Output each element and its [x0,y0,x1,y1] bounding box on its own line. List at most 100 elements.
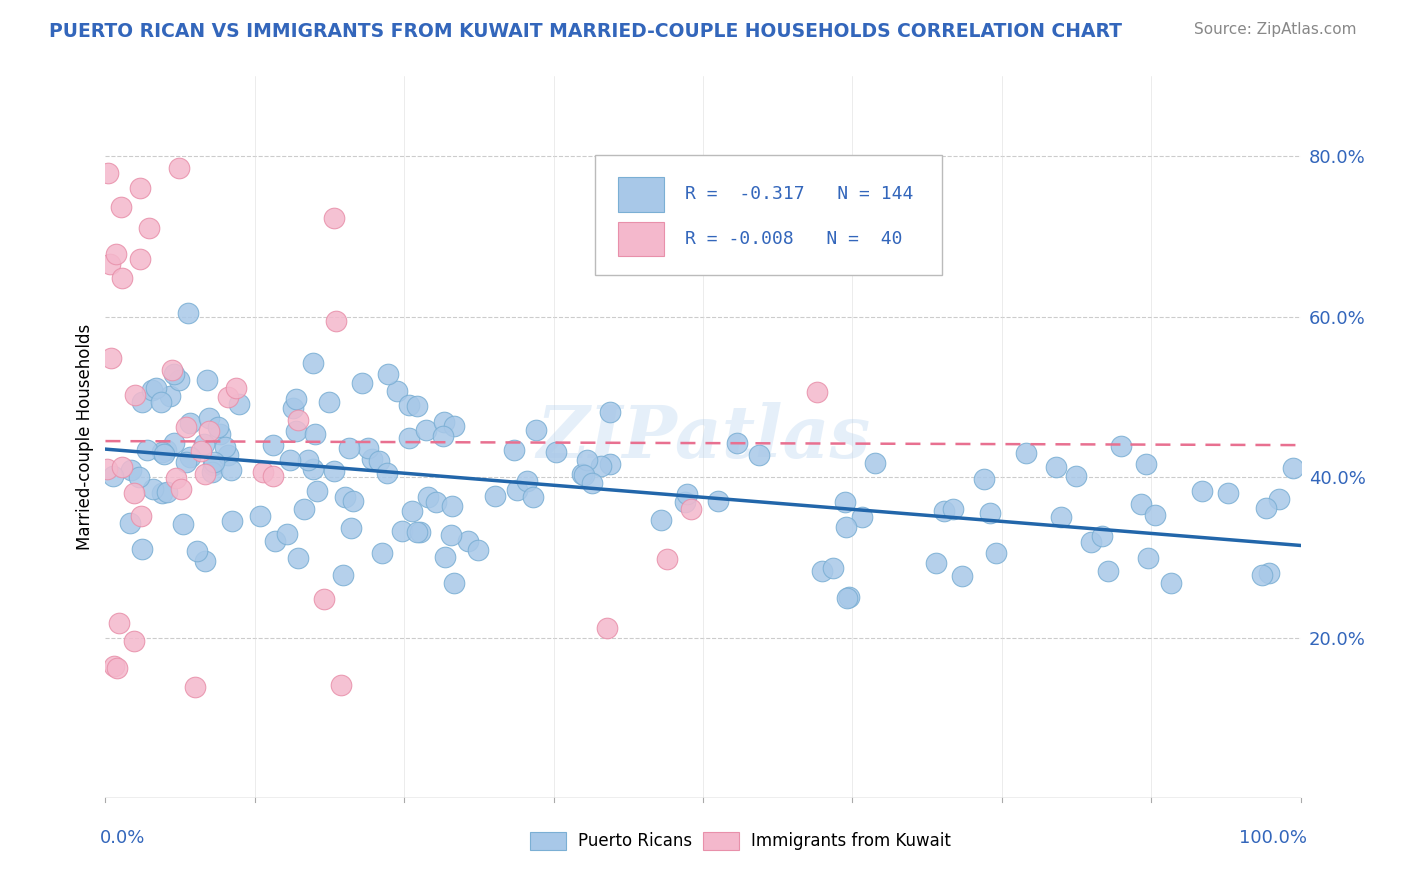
Point [1216,486,1239,500]
Point [440,499,463,513]
Point [571,467,593,482]
Point [225,381,247,395]
Point [377,367,399,381]
Point [679,501,702,516]
Point [283,401,305,416]
Point [122,634,145,648]
Point [228,397,250,411]
Point [131,395,153,409]
Point [131,541,153,556]
Point [391,524,413,539]
Bar [703,832,740,850]
Point [214,440,236,454]
Point [337,441,360,455]
Point [1080,534,1102,549]
Point [174,455,197,469]
Point [415,423,437,437]
Point [502,442,524,457]
Point [385,384,408,398]
Point [398,431,420,445]
Point [1144,508,1167,523]
Point [302,462,325,476]
Point [1049,510,1071,524]
Point [467,543,489,558]
Point [197,424,219,438]
Point [576,453,599,467]
Point [252,465,274,479]
Point [524,423,547,437]
Text: Immigrants from Kuwait: Immigrants from Kuwait [751,832,950,850]
Point [170,482,193,496]
Point [1137,551,1160,566]
Point [1015,446,1038,460]
Point [297,453,319,467]
Point [1257,566,1279,581]
Point [406,525,429,540]
Point [1191,483,1213,498]
Point [599,457,621,471]
Point [124,388,146,402]
Point [149,395,172,409]
Point [165,471,187,485]
Point [865,456,887,470]
Point [98,257,121,271]
Point [443,419,465,434]
Point [367,454,389,468]
Point [352,376,374,390]
Point [155,442,177,457]
Point [443,576,465,591]
Point [1160,576,1182,591]
Text: Puerto Ricans: Puerto Ricans [578,832,692,850]
Point [418,490,440,504]
Point [179,450,201,465]
Point [103,658,125,673]
Point [179,416,201,430]
Point [655,551,678,566]
Point [287,412,309,426]
Point [150,444,173,458]
Point [835,520,858,534]
Point [925,556,948,570]
Point [675,495,697,509]
Point [190,444,212,458]
Point [129,509,152,524]
Text: R =  -0.317   N = 144: R = -0.317 N = 144 [685,186,914,203]
Text: 100.0%: 100.0% [1239,829,1306,847]
Point [457,533,479,548]
Point [675,487,697,501]
Point [360,452,382,467]
Text: PUERTO RICAN VS IMMIGRANTS FROM KUWAIT MARRIED-COUPLE HOUSEHOLDS CORRELATION CHA: PUERTO RICAN VS IMMIGRANTS FROM KUWAIT M… [49,22,1122,41]
Point [581,476,603,491]
Point [973,472,995,486]
Point [821,560,844,574]
Point [159,389,181,403]
Point [304,426,326,441]
Point [202,458,225,472]
Point [332,567,354,582]
Point [101,468,124,483]
Point [1129,497,1152,511]
Point [546,445,568,459]
Point [202,455,225,469]
Point [169,373,191,387]
Point [141,482,163,496]
Point [932,504,955,518]
Point [333,490,356,504]
Bar [530,832,565,850]
Point [152,447,174,461]
Point [108,616,131,631]
Bar [619,222,664,257]
Y-axis label: Married-couple Households: Married-couple Households [76,324,94,550]
Point [979,506,1001,520]
Point [262,469,284,483]
Point [249,508,271,523]
Point [1045,459,1067,474]
Point [506,483,529,497]
Point [163,436,186,450]
Point [129,181,152,195]
Point [207,420,229,434]
Point [284,424,307,438]
Point [129,252,152,266]
Point [339,520,361,534]
Point [186,544,208,558]
